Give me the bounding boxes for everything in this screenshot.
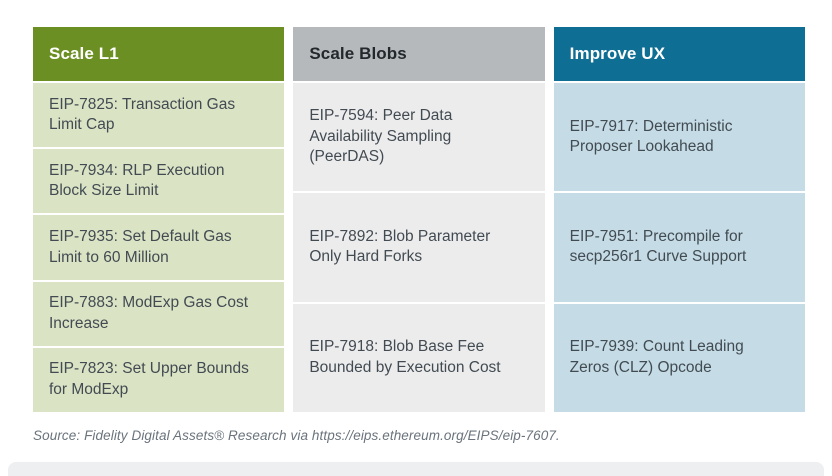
eip-cell: EIP-7892: Blob Parameter Only Hard Forks bbox=[293, 193, 545, 302]
source-note: Source: Fidelity Digital Assets® Researc… bbox=[33, 428, 560, 443]
eip-cell-text: EIP-7939: Count Leading Zeros (CLZ) Opco… bbox=[569, 338, 744, 376]
eip-cell: EIP-7883: ModExp Gas Cost Increase bbox=[33, 281, 285, 346]
column-cells-scale-l1: EIP-7825: Transaction Gas Limit Cap EIP-… bbox=[33, 83, 285, 413]
eip-cell: EIP-7935: Set Default Gas Limit to 60 Mi… bbox=[33, 215, 285, 280]
eip-cell-text: EIP-7935: Set Default Gas Limit to 60 Mi… bbox=[49, 228, 232, 266]
eip-cell-text: EIP-7823: Set Upper Bounds for ModExp bbox=[49, 360, 249, 398]
column-scale-l1: Scale L1 EIP-7825: Transaction Gas Limit… bbox=[33, 27, 285, 413]
eip-cell-text: EIP-7594: Peer Data Availability Samplin… bbox=[309, 107, 453, 166]
column-improve-ux: Improve UX EIP-7917: Deterministic Propo… bbox=[553, 27, 805, 412]
eip-cell: EIP-7825: Transaction Gas Limit Cap bbox=[33, 83, 285, 148]
eip-cell-text: EIP-7918: Blob Base Fee Bounded by Execu… bbox=[309, 338, 501, 376]
column-cells-scale-blobs: EIP-7594: Peer Data Availability Samplin… bbox=[293, 83, 545, 412]
eip-cell: EIP-7939: Count Leading Zeros (CLZ) Opco… bbox=[553, 303, 805, 412]
eip-cell-text: EIP-7951: Precompile for secp256r1 Curve… bbox=[569, 228, 747, 266]
eip-cell: EIP-7951: Precompile for secp256r1 Curve… bbox=[553, 193, 805, 302]
column-header-scale-l1: Scale L1 bbox=[33, 27, 285, 81]
eip-cell-text: EIP-7934: RLP Execution Block Size Limit bbox=[49, 161, 225, 200]
eip-cell-text: EIP-7917: Deterministic Proposer Lookahe… bbox=[569, 117, 733, 156]
eip-category-table: Scale L1 EIP-7825: Transaction Gas Limit… bbox=[33, 27, 805, 413]
column-header-scale-blobs: Scale Blobs bbox=[293, 27, 545, 81]
next-section-edge bbox=[8, 462, 824, 476]
column-scale-blobs: Scale Blobs EIP-7594: Peer Data Availabi… bbox=[293, 27, 545, 412]
eip-cell: EIP-7918: Blob Base Fee Bounded by Execu… bbox=[293, 303, 545, 412]
eip-cell-text: EIP-7892: Blob Parameter Only Hard Forks bbox=[309, 228, 491, 266]
eip-cell: EIP-7917: Deterministic Proposer Lookahe… bbox=[553, 83, 805, 192]
eip-cell: EIP-7934: RLP Execution Block Size Limit bbox=[33, 149, 285, 214]
eip-cell-text: EIP-7883: ModExp Gas Cost Increase bbox=[49, 294, 249, 332]
eip-cell: EIP-7823: Set Upper Bounds for ModExp bbox=[33, 347, 285, 413]
column-cells-improve-ux: EIP-7917: Deterministic Proposer Lookahe… bbox=[553, 83, 805, 412]
column-header-improve-ux: Improve UX bbox=[553, 27, 805, 81]
eip-cell: EIP-7594: Peer Data Availability Samplin… bbox=[293, 83, 545, 192]
eip-cell-text: EIP-7825: Transaction Gas Limit Cap bbox=[49, 95, 236, 134]
